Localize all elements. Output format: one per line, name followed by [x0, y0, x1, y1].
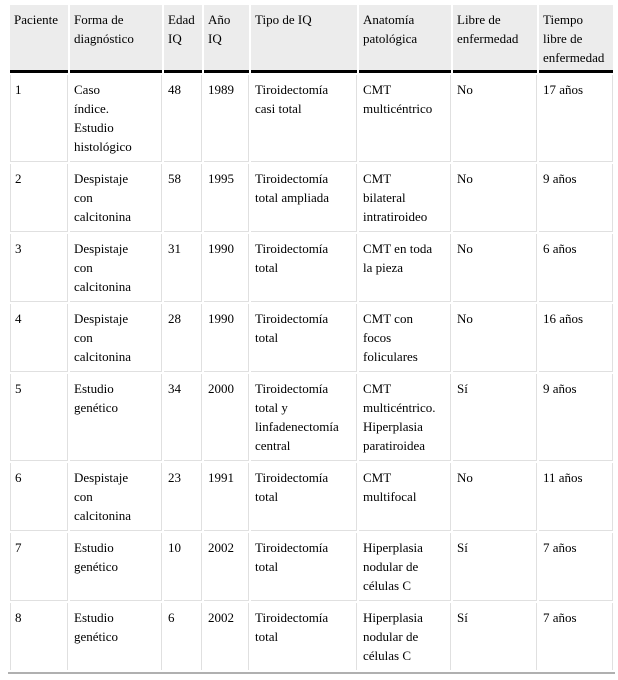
cell-r2-c3: 58 — [164, 164, 202, 232]
cell-r2-c1: 2 — [10, 164, 68, 232]
cell-r3-c2: Despistaje con calcitonina — [70, 234, 162, 302]
cell-r8-c5: Tiroidectomía total — [251, 603, 357, 670]
table-row-6: 6 Despistaje con calcitonina 23 1991 Tiroide… — [10, 463, 613, 531]
cell-r7-c8: 7 años — [539, 533, 613, 601]
cell-r2-c4: 1995 — [204, 164, 249, 232]
cell-r7-c6: Hiperplasia nodular de células C — [359, 533, 451, 601]
cell-r2-c7: No — [453, 164, 537, 232]
cell-r6-c7: No — [453, 463, 537, 531]
cell-r5-c7: Sí — [453, 374, 537, 461]
cell-r8-c7: Sí — [453, 603, 537, 670]
cell-r4-c3: 28 — [164, 304, 202, 372]
header-cell-7: Libre de enfermedad — [453, 5, 537, 73]
cell-r2-c8: 9 años — [539, 164, 613, 232]
cell-r5-c1: 5 — [10, 374, 68, 461]
cell-r1-c8: 17 años — [539, 75, 613, 162]
table-head: Paciente Forma de diagnóstico Edad IQ Año I… — [10, 5, 613, 73]
cell-r8-c1: 8 — [10, 603, 68, 670]
cell-r1-c6: CMT multicéntrico — [359, 75, 451, 162]
cell-r4-c6: CMT con focos foliculares — [359, 304, 451, 372]
table-body: 1 Caso índice. Estudio histológico 48 1989 T… — [10, 75, 613, 670]
cell-r6-c2: Despistaje con calcitonina — [70, 463, 162, 531]
cell-r7-c4: 2002 — [204, 533, 249, 601]
cell-r8-c2: Estudio genético — [70, 603, 162, 670]
header-cell-4: Año IQ — [204, 5, 249, 73]
cell-r5-c2: Estudio genético — [70, 374, 162, 461]
table-row-5: 5 Estudio genético 34 2000 Tiroidectomía tot… — [10, 374, 613, 461]
cell-r6-c5: Tiroidectomía total — [251, 463, 357, 531]
cell-r5-c3: 34 — [164, 374, 202, 461]
cell-r3-c4: 1990 — [204, 234, 249, 302]
cell-r4-c8: 16 años — [539, 304, 613, 372]
cell-r6-c8: 11 años — [539, 463, 613, 531]
cell-r7-c7: Sí — [453, 533, 537, 601]
cell-r3-c8: 6 años — [539, 234, 613, 302]
cell-r1-c3: 48 — [164, 75, 202, 162]
table-row-3: 3 Despistaje con calcitonina 31 1990 Tiroide… — [10, 234, 613, 302]
cell-r6-c4: 1991 — [204, 463, 249, 531]
cell-r2-c2: Despistaje con calcitonina — [70, 164, 162, 232]
cell-r6-c1: 6 — [10, 463, 68, 531]
cell-r4-c2: Despistaje con calcitonina — [70, 304, 162, 372]
header-cell-1: Paciente — [10, 5, 68, 73]
cell-r4-c7: No — [453, 304, 537, 372]
table-row-1: 1 Caso índice. Estudio histológico 48 1989 T… — [10, 75, 613, 162]
header-cell-5: Tipo de IQ — [251, 5, 357, 73]
cell-r8-c3: 6 — [164, 603, 202, 670]
cell-r4-c4: 1990 — [204, 304, 249, 372]
patients-table: Paciente Forma de diagnóstico Edad IQ Año I… — [8, 3, 615, 674]
cell-r4-c1: 4 — [10, 304, 68, 372]
cell-r5-c8: 9 años — [539, 374, 613, 461]
cell-r1-c2: Caso índice. Estudio histológico — [70, 75, 162, 162]
cell-r3-c1: 3 — [10, 234, 68, 302]
cell-r3-c3: 31 — [164, 234, 202, 302]
table-row-7: 7 Estudio genético 10 2002 Tiroidectomía tot… — [10, 533, 613, 601]
cell-r8-c8: 7 años — [539, 603, 613, 670]
cell-r5-c4: 2000 — [204, 374, 249, 461]
header-cell-3: Edad IQ — [164, 5, 202, 73]
cell-r3-c5: Tiroidectomía total — [251, 234, 357, 302]
cell-r7-c3: 10 — [164, 533, 202, 601]
cell-r6-c6: CMT multifocal — [359, 463, 451, 531]
cell-r6-c3: 23 — [164, 463, 202, 531]
table-row-4: 4 Despistaje con calcitonina 28 1990 Tiroide… — [10, 304, 613, 372]
cell-r8-c4: 2002 — [204, 603, 249, 670]
cell-r8-c6: Hiperplasia nodular de células C — [359, 603, 451, 670]
cell-r4-c5: Tiroidectomía total — [251, 304, 357, 372]
header-row: Paciente Forma de diagnóstico Edad IQ Año I… — [10, 5, 613, 73]
table-row-8: 8 Estudio genético 6 2002 Tiroidectomía tota… — [10, 603, 613, 670]
cell-r5-c6: CMT multicéntrico. Hiperplasia paratiroi… — [359, 374, 451, 461]
cell-r3-c6: CMT en toda la pieza — [359, 234, 451, 302]
cell-r3-c7: No — [453, 234, 537, 302]
cell-r1-c1: 1 — [10, 75, 68, 162]
cell-r1-c5: Tiroidectomía casi total — [251, 75, 357, 162]
table-row-2: 2 Despistaje con calcitonina 58 1995 Tiroide… — [10, 164, 613, 232]
header-cell-2: Forma de diagnóstico — [70, 5, 162, 73]
cell-r1-c7: No — [453, 75, 537, 162]
cell-r1-c4: 1989 — [204, 75, 249, 162]
cell-r7-c1: 7 — [10, 533, 68, 601]
cell-r5-c5: Tiroidectomía total y linfadenectomía ce… — [251, 374, 357, 461]
cell-r7-c5: Tiroidectomía total — [251, 533, 357, 601]
header-cell-8: Tiempo libre de enfermedad — [539, 5, 613, 73]
cell-r7-c2: Estudio genético — [70, 533, 162, 601]
cell-r2-c5: Tiroidectomía total ampliada — [251, 164, 357, 232]
cell-r2-c6: CMT bilateral intratiroideo — [359, 164, 451, 232]
header-cell-6: Anatomía patológica — [359, 5, 451, 73]
